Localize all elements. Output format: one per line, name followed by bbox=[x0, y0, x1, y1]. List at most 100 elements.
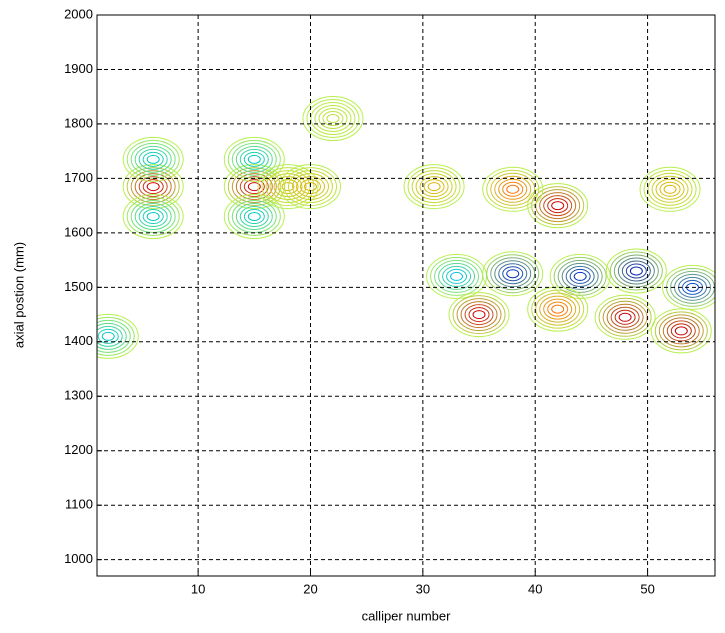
contour-ring bbox=[326, 113, 340, 123]
contour-ring bbox=[605, 248, 667, 294]
contour-ring bbox=[126, 167, 180, 207]
contour-ring bbox=[565, 265, 595, 287]
contour-ring bbox=[557, 259, 603, 293]
contour-ring bbox=[239, 148, 269, 170]
contour-ring bbox=[598, 297, 652, 337]
contour-ring bbox=[438, 262, 476, 290]
y-tick-label: 1000 bbox=[64, 551, 93, 566]
contour-ring bbox=[452, 295, 506, 335]
contour-ring bbox=[650, 308, 712, 354]
contour-ring bbox=[609, 251, 663, 291]
contour-ring bbox=[549, 253, 611, 299]
contour-ring bbox=[643, 169, 697, 209]
y-tick-label: 1100 bbox=[65, 497, 93, 512]
contour-ring bbox=[666, 320, 696, 342]
contour-ring bbox=[442, 265, 472, 287]
contour-ring bbox=[539, 192, 577, 220]
contour-ring bbox=[543, 195, 573, 217]
contour-ring bbox=[146, 212, 160, 222]
y-tick-label: 1500 bbox=[64, 279, 93, 294]
y-tick-label: 1600 bbox=[64, 224, 93, 239]
contour-ring bbox=[257, 164, 319, 210]
contour-feature bbox=[426, 253, 488, 299]
contour-ring bbox=[419, 176, 449, 198]
contour-ring bbox=[146, 154, 160, 164]
contour-ring bbox=[97, 313, 139, 359]
contour-ring bbox=[617, 257, 655, 285]
contour-ring bbox=[655, 178, 685, 200]
contour-feature bbox=[122, 136, 184, 182]
contour-ring bbox=[629, 266, 643, 276]
contour-feature bbox=[97, 313, 139, 359]
y-tick-label: 1300 bbox=[64, 388, 93, 403]
contour-ring bbox=[223, 136, 285, 182]
contour-feature bbox=[482, 166, 544, 212]
contour-ring bbox=[235, 145, 273, 173]
contour-ring bbox=[450, 271, 464, 281]
contour-ring bbox=[415, 173, 453, 201]
y-tick-label: 2000 bbox=[64, 6, 93, 21]
contour-ring bbox=[138, 148, 168, 170]
contour-ring bbox=[281, 182, 295, 192]
contour-ring bbox=[502, 181, 524, 197]
contour-ring bbox=[142, 179, 164, 195]
contour-ring bbox=[130, 170, 176, 204]
contour-ring bbox=[142, 151, 164, 167]
contour-ring bbox=[482, 251, 544, 297]
contour-ring bbox=[647, 172, 693, 206]
contour-ring bbox=[553, 256, 607, 296]
contour-ring bbox=[468, 307, 490, 323]
contour-feature bbox=[650, 308, 712, 354]
contour-ring bbox=[223, 194, 285, 240]
contour-ring bbox=[243, 179, 265, 195]
contour-ring bbox=[674, 326, 688, 336]
contour-ring bbox=[97, 316, 135, 356]
contour-ring bbox=[621, 260, 651, 282]
contour-ring bbox=[261, 167, 315, 207]
contour-ring bbox=[146, 182, 160, 192]
contour-ring bbox=[456, 298, 502, 332]
contour-ring bbox=[490, 257, 536, 291]
contour-ring bbox=[614, 309, 636, 325]
contour-ring bbox=[594, 294, 656, 340]
contour-feature bbox=[122, 164, 184, 210]
x-tick-label: 10 bbox=[191, 581, 205, 596]
contour-ring bbox=[423, 179, 445, 195]
contour-ring bbox=[543, 298, 573, 320]
contour-ring bbox=[658, 314, 704, 348]
y-tick-label: 1900 bbox=[64, 61, 93, 76]
contour-ring bbox=[231, 142, 277, 176]
contour-ring bbox=[498, 178, 528, 200]
contour-ring bbox=[310, 101, 356, 135]
contour-ring bbox=[486, 254, 540, 294]
contour-feature bbox=[448, 292, 510, 338]
contour-ring bbox=[243, 151, 265, 167]
contour-ring bbox=[247, 182, 261, 192]
contour-ring bbox=[138, 206, 168, 228]
contour-ring bbox=[486, 169, 540, 209]
contour-ring bbox=[235, 173, 273, 201]
x-tick-label: 30 bbox=[416, 581, 430, 596]
contour-ring bbox=[551, 304, 565, 314]
x-axis-label: calliper number bbox=[362, 608, 452, 623]
contour-feature bbox=[639, 166, 701, 212]
contour-ring bbox=[610, 306, 640, 328]
contour-ring bbox=[239, 176, 269, 198]
contour-ring bbox=[122, 164, 184, 210]
contour-ring bbox=[460, 301, 498, 329]
contour-ring bbox=[651, 175, 689, 203]
contour-ring bbox=[277, 179, 299, 195]
contour-ring bbox=[625, 263, 647, 279]
y-tick-label: 1700 bbox=[64, 170, 93, 185]
contour-ring bbox=[101, 331, 115, 341]
x-tick-label: 20 bbox=[303, 581, 317, 596]
contour-ring bbox=[490, 172, 536, 206]
contour-ring bbox=[464, 304, 494, 326]
contour-feature bbox=[257, 164, 319, 210]
contour-ring bbox=[639, 166, 701, 212]
contour-ring bbox=[618, 312, 632, 322]
contour-ring bbox=[547, 301, 569, 317]
contour-ring bbox=[239, 206, 269, 228]
y-tick-label: 1400 bbox=[64, 333, 93, 348]
